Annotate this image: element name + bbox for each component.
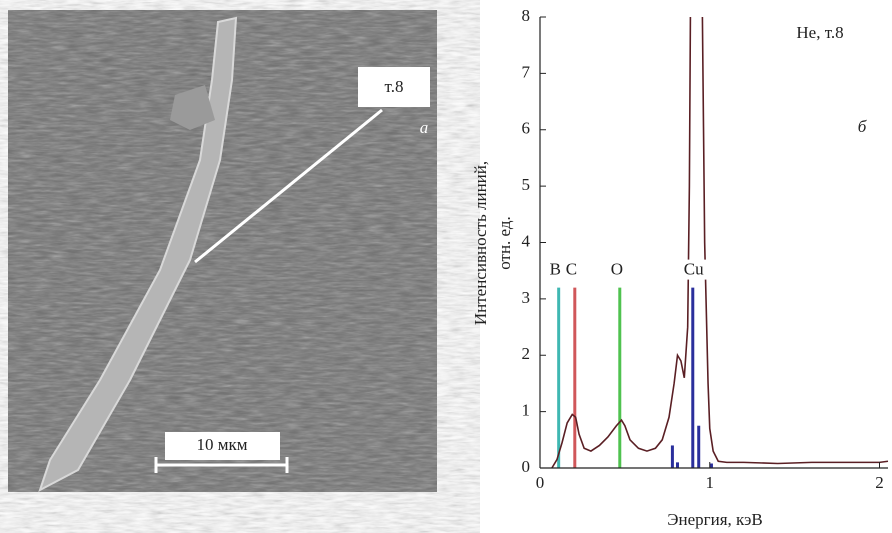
annotation: Не, т.8 (796, 23, 843, 42)
y-tick-label: 0 (522, 457, 531, 476)
element-label-box (678, 259, 709, 280)
fiber (38, 16, 238, 493)
y-axis-label: отн. ед. (495, 216, 514, 270)
panel-letter: а (420, 118, 429, 137)
particle (170, 85, 215, 130)
element-label: B (550, 260, 561, 279)
y-axis-label: Интенсивность линий, (471, 161, 490, 325)
point-label: т.8 (385, 77, 404, 96)
y-tick-label: 1 (522, 401, 531, 420)
spectrum-line (551, 17, 889, 469)
y-tick-label: 3 (522, 288, 531, 307)
x-tick-label: 1 (706, 473, 715, 492)
pointer-line (194, 108, 383, 264)
panel-letter: б (858, 117, 867, 136)
element-label-box (560, 259, 581, 280)
sem-image: т.8 а 10 мкм (8, 10, 437, 493)
chart: Не, т.8 б Энергия, кэВ Интенсивность лин… (471, 23, 875, 529)
element-label-box (544, 259, 565, 280)
y-tick-label: 2 (522, 344, 531, 363)
y-tick-label: 6 (522, 119, 531, 138)
y-tick-label: 7 (522, 62, 531, 81)
y-tick-label: 8 (522, 6, 531, 25)
y-tick-label: 5 (522, 175, 531, 194)
y-tick-label: 4 (522, 231, 531, 250)
element-label: C (566, 260, 577, 279)
x-tick-label: 2 (875, 473, 884, 492)
x-axis-label: Энергия, кэВ (667, 510, 762, 529)
element-label-box (605, 259, 626, 280)
x-tick-label: 0 (536, 473, 545, 492)
element-label: O (611, 260, 623, 279)
plot (551, 17, 889, 469)
scale-label: 10 мкм (196, 435, 247, 454)
scale-box (165, 432, 280, 460)
element-label: Cu (684, 260, 704, 279)
label-box (358, 67, 430, 107)
annotation-box (765, 25, 875, 49)
